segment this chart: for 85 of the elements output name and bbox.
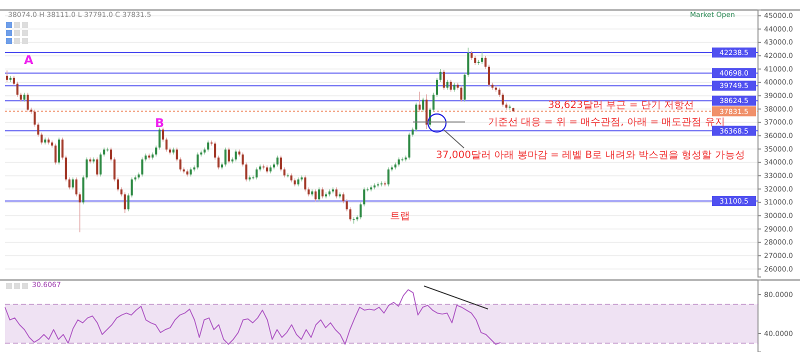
candlestick bbox=[217, 155, 220, 170]
candlestick bbox=[502, 92, 504, 108]
candlestick bbox=[387, 167, 390, 187]
candlestick bbox=[224, 147, 226, 167]
candlestick bbox=[276, 155, 279, 167]
candlestick bbox=[72, 177, 74, 190]
candlestick bbox=[436, 77, 438, 98]
candlestick bbox=[262, 164, 265, 170]
candlestick bbox=[283, 167, 286, 178]
candlestick bbox=[141, 157, 144, 177]
candlestick bbox=[245, 162, 248, 182]
candlestick bbox=[384, 181, 386, 187]
candlestick bbox=[86, 157, 88, 180]
annotation: 기준선 대응 = 위 = 매수관점, 아래 = 매도관점 유지 bbox=[488, 117, 725, 128]
candlestick bbox=[460, 85, 462, 102]
candlestick bbox=[349, 206, 352, 222]
candlestick bbox=[418, 91, 421, 112]
candlestick bbox=[408, 132, 410, 160]
candlestick bbox=[54, 143, 57, 165]
candlestick bbox=[113, 157, 116, 182]
candlestick bbox=[256, 167, 258, 180]
candlestick bbox=[6, 70, 8, 82]
candlestick bbox=[439, 68, 442, 82]
candlestick bbox=[318, 187, 320, 202]
candlestick bbox=[234, 149, 237, 162]
annotation: 37,000달러 아래 봉마감 = 레벨 B로 내려와 박스권을 형성할 가능성 bbox=[436, 150, 745, 161]
candlestick bbox=[196, 152, 199, 170]
candlestick bbox=[61, 137, 64, 160]
annotation: 38,623달러 부근 = 단기 저항선 bbox=[548, 100, 694, 111]
candlestick bbox=[176, 147, 178, 162]
candlestick bbox=[64, 155, 67, 182]
candlestick bbox=[116, 177, 120, 192]
candlestick bbox=[68, 177, 70, 190]
candlestick bbox=[130, 177, 133, 198]
candlestick bbox=[214, 141, 216, 160]
candlestick bbox=[110, 147, 112, 162]
candlestick bbox=[498, 87, 500, 98]
candlestick bbox=[314, 189, 317, 202]
line-series bbox=[4, 289, 502, 345]
candlestick bbox=[481, 51, 484, 64]
candlestick bbox=[75, 177, 78, 197]
candlestick bbox=[474, 55, 476, 66]
candlestick bbox=[280, 155, 282, 172]
candlestick bbox=[322, 187, 324, 199]
candlestick bbox=[484, 55, 487, 70]
candlestick bbox=[422, 97, 424, 112]
candlestick bbox=[16, 81, 18, 98]
candlestick bbox=[228, 147, 230, 164]
candlestick bbox=[412, 127, 414, 138]
candlestick bbox=[432, 92, 435, 112]
annotation: B bbox=[155, 116, 164, 130]
candlestick bbox=[127, 193, 130, 212]
candlestick bbox=[162, 127, 164, 142]
candlestick bbox=[360, 202, 362, 220]
annotation: 트랩 bbox=[390, 211, 410, 222]
candlestick bbox=[37, 122, 40, 138]
candlestick bbox=[304, 175, 306, 192]
candlestick bbox=[12, 75, 15, 86]
candlestick bbox=[100, 152, 102, 177]
candlestick bbox=[335, 187, 338, 199]
candlestick bbox=[467, 47, 470, 78]
candlestick bbox=[442, 69, 445, 90]
candlestick bbox=[488, 64, 490, 88]
candlestick bbox=[446, 79, 448, 90]
candlestick bbox=[190, 167, 192, 177]
candlestick bbox=[450, 79, 452, 92]
candlestick bbox=[124, 192, 126, 214]
candlestick bbox=[346, 198, 348, 212]
candlestick bbox=[34, 109, 36, 128]
candlestick bbox=[26, 92, 29, 112]
candlestick bbox=[380, 181, 383, 187]
candlestick bbox=[207, 140, 210, 152]
candlestick bbox=[58, 137, 60, 165]
candlestick bbox=[342, 192, 344, 204]
candlestick bbox=[96, 157, 98, 177]
candlestick bbox=[158, 127, 161, 150]
candlestick bbox=[363, 187, 366, 207]
candlestick bbox=[78, 192, 81, 233]
annotation: A bbox=[24, 53, 34, 67]
candlestick bbox=[40, 132, 43, 145]
candlestick bbox=[398, 157, 400, 167]
candlestick bbox=[242, 152, 244, 167]
candlestick bbox=[155, 145, 158, 157]
candlestick bbox=[179, 157, 182, 172]
candlestick bbox=[165, 137, 168, 152]
